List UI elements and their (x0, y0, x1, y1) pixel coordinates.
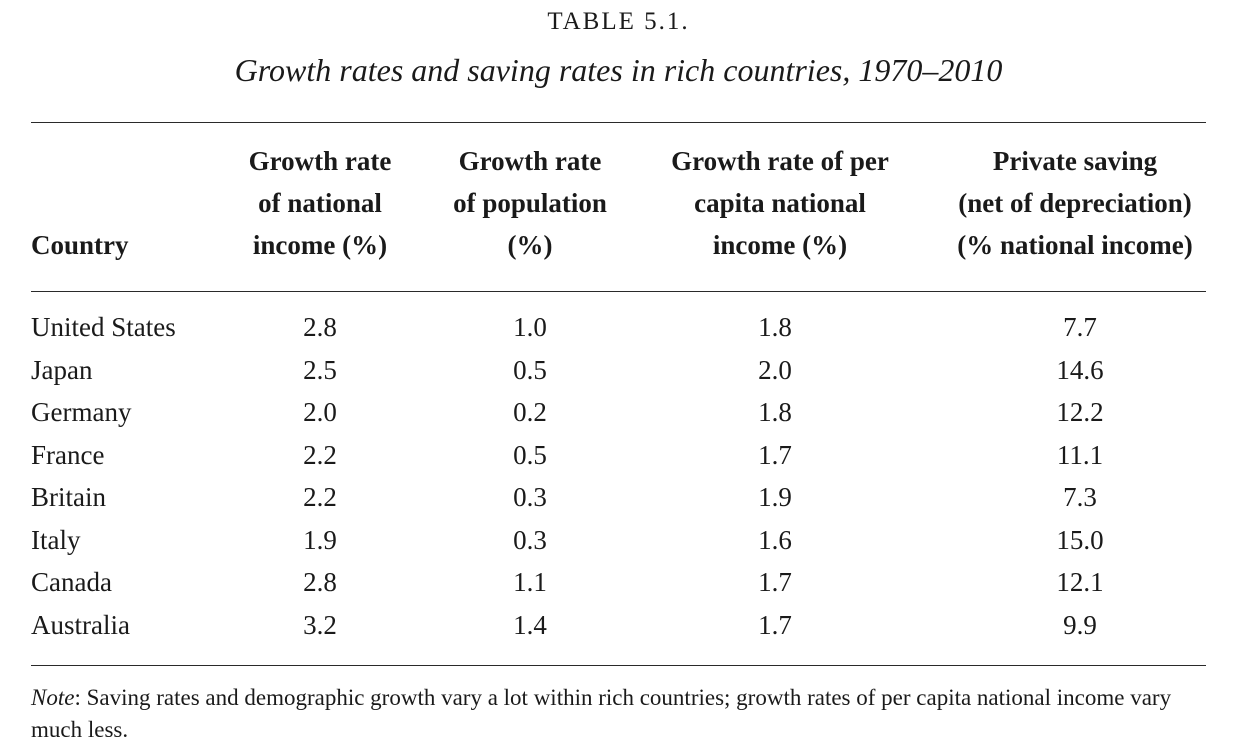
header-line: of population (453, 188, 607, 218)
cell-private-saving: 9.9 (1063, 609, 1097, 640)
cell-national-income-growth: 2.8 (303, 567, 337, 597)
cell-private-saving: 12.1 (1056, 567, 1104, 597)
header-line: Growth rate of per (671, 146, 889, 176)
header-line: income (%) (252, 230, 388, 260)
cell-population-growth: 0.3 (513, 524, 547, 555)
table-row: Germany 2.0 0.2 1.8 12.2 (0, 391, 1237, 434)
header-line: capita national (694, 188, 866, 218)
cell-private-saving: 14.6 (1056, 354, 1104, 385)
cell-private-saving: 7.7 (1063, 312, 1097, 342)
header-line: (% national income) (957, 230, 1193, 260)
cell-country: France (31, 439, 105, 470)
cell-private-saving: 7.3 (1063, 482, 1097, 512)
cell-private-saving: 15.0 (1056, 524, 1104, 555)
bottom-rule (31, 665, 1206, 666)
header-per-capita-growth: Growth rate of per capita national incom… (645, 140, 915, 266)
cell-country: Britain (31, 482, 106, 512)
cell-population-growth: 1.1 (513, 567, 547, 597)
cell-population-growth: 1.4 (513, 609, 547, 640)
cell-country: Japan (31, 354, 93, 385)
cell-population-growth: 0.3 (513, 482, 547, 512)
cell-per-capita-growth: 1.9 (758, 482, 792, 512)
cell-national-income-growth: 2.0 (303, 397, 337, 427)
header-country: Country (31, 230, 129, 260)
cell-population-growth: 0.2 (513, 397, 547, 427)
top-rule (31, 122, 1206, 123)
table-body: United States 2.8 1.0 1.8 7.7 Japan 2.5 … (0, 306, 1237, 646)
header-line: income (%) (712, 230, 848, 260)
cell-country: United States (31, 312, 176, 342)
cell-per-capita-growth: 1.7 (758, 567, 792, 597)
table-number: TABLE 5.1. (547, 8, 690, 35)
header-line: Private saving (992, 146, 1158, 176)
cell-population-growth: 1.0 (513, 312, 547, 342)
table-row: Britain 2.2 0.3 1.9 7.3 (0, 476, 1237, 519)
cell-national-income-growth: 1.9 (303, 524, 337, 555)
header-national-income-growth: Growth rate of national income (%) (225, 140, 415, 266)
cell-private-saving: 11.1 (1056, 439, 1104, 470)
cell-national-income-growth: 2.5 (303, 354, 337, 385)
table-row: Japan 2.5 0.5 2.0 14.6 (0, 349, 1237, 392)
header-population-growth: Growth rate of population (%) (420, 140, 640, 266)
header-line: of national (258, 188, 382, 218)
note-text: : Saving rates and demographic growth va… (31, 685, 1172, 742)
cell-per-capita-growth: 2.0 (758, 354, 792, 385)
header-line: Growth rate (248, 146, 392, 176)
cell-country: Germany (31, 397, 132, 427)
cell-country: Canada (31, 567, 112, 597)
cell-national-income-growth: 2.2 (303, 439, 337, 470)
note-label: Note (31, 685, 75, 710)
cell-national-income-growth: 2.8 (303, 312, 337, 342)
cell-per-capita-growth: 1.8 (758, 397, 792, 427)
cell-population-growth: 0.5 (513, 354, 547, 385)
table-row: Canada 2.8 1.1 1.7 12.1 (0, 561, 1237, 604)
cell-country: Australia (31, 609, 130, 640)
header-line: (net of depreciation) (958, 188, 1192, 218)
cell-population-growth: 0.5 (513, 439, 547, 470)
cell-per-capita-growth: 1.6 (758, 524, 792, 555)
table-row: Italy 1.9 0.3 1.6 15.0 (0, 519, 1237, 562)
cell-national-income-growth: 3.2 (303, 609, 337, 640)
cell-per-capita-growth: 1.7 (758, 439, 792, 470)
table-note: Note: Saving rates and demographic growt… (31, 682, 1211, 746)
header-private-saving: Private saving (net of depreciation) (% … (925, 140, 1225, 266)
cell-national-income-growth: 2.2 (303, 482, 337, 512)
cell-country: Italy (31, 524, 81, 555)
header-rule (31, 291, 1206, 292)
header-line: (%) (507, 230, 553, 260)
table-row: France 2.2 0.5 1.7 11.1 (0, 434, 1237, 477)
cell-per-capita-growth: 1.8 (758, 312, 792, 342)
table-title: Growth rates and saving rates in rich co… (234, 52, 1003, 88)
cell-per-capita-growth: 1.7 (758, 609, 792, 640)
header-line: Growth rate (458, 146, 602, 176)
table-row: United States 2.8 1.0 1.8 7.7 (0, 306, 1237, 349)
cell-private-saving: 12.2 (1056, 397, 1104, 427)
table-row: Australia 3.2 1.4 1.7 9.9 (0, 604, 1237, 647)
